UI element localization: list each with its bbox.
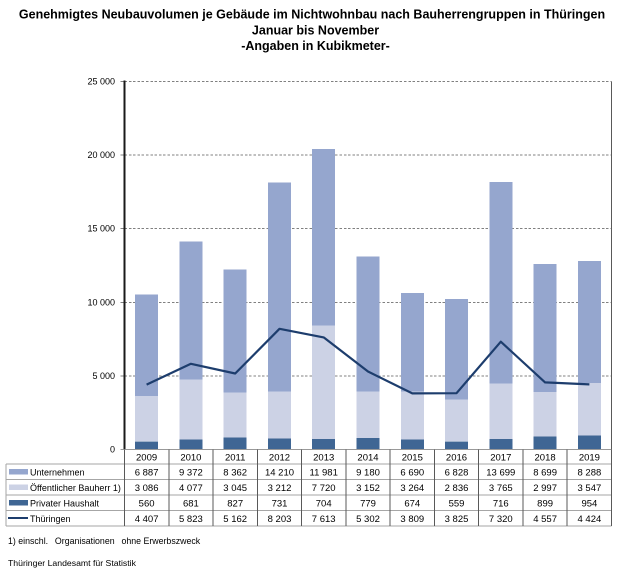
svg-text:2010: 2010 bbox=[180, 453, 201, 464]
svg-text:5 162: 5 162 bbox=[223, 514, 247, 525]
svg-text:2015: 2015 bbox=[402, 453, 423, 464]
svg-text:11 981: 11 981 bbox=[310, 468, 338, 479]
svg-text:Thüringer Landesamt für Statis: Thüringer Landesamt für Statistik bbox=[8, 558, 137, 568]
svg-text:716: 716 bbox=[493, 499, 509, 510]
svg-text:20 000: 20 000 bbox=[87, 150, 115, 160]
svg-text:779: 779 bbox=[360, 499, 376, 510]
svg-text:3 212: 3 212 bbox=[268, 483, 292, 494]
svg-text:8 203: 8 203 bbox=[268, 514, 292, 525]
svg-text:4 424: 4 424 bbox=[578, 514, 602, 525]
svg-text:Privater Haushalt: Privater Haushalt bbox=[30, 499, 100, 509]
svg-text:Öffentlicher Bauherr 1): Öffentlicher Bauherr 1) bbox=[30, 483, 121, 493]
svg-text:9 180: 9 180 bbox=[356, 468, 380, 479]
svg-text:8 699: 8 699 bbox=[533, 468, 557, 479]
svg-text:0: 0 bbox=[110, 445, 115, 455]
svg-text:3 045: 3 045 bbox=[223, 483, 247, 494]
svg-text:Januar bis November: Januar bis November bbox=[252, 23, 379, 37]
svg-text:2013: 2013 bbox=[313, 453, 334, 464]
svg-text:8 362: 8 362 bbox=[223, 468, 247, 479]
svg-text:2016: 2016 bbox=[446, 453, 467, 464]
svg-text:7 320: 7 320 bbox=[489, 514, 513, 525]
svg-text:7 720: 7 720 bbox=[312, 483, 336, 494]
svg-text:6 887: 6 887 bbox=[135, 468, 159, 479]
svg-text:6 690: 6 690 bbox=[400, 468, 424, 479]
svg-text:3 086: 3 086 bbox=[135, 483, 159, 494]
svg-text:Unternehmen: Unternehmen bbox=[30, 468, 85, 478]
svg-text:4 557: 4 557 bbox=[533, 514, 557, 525]
svg-text:7 613: 7 613 bbox=[312, 514, 336, 525]
svg-text:2018: 2018 bbox=[535, 453, 556, 464]
svg-text:954: 954 bbox=[581, 499, 597, 510]
svg-text:3 264: 3 264 bbox=[400, 483, 424, 494]
svg-text:559: 559 bbox=[449, 499, 465, 510]
svg-text:731: 731 bbox=[272, 499, 288, 510]
svg-text:3 809: 3 809 bbox=[400, 514, 424, 525]
svg-text:2019: 2019 bbox=[579, 453, 600, 464]
svg-text:15 000: 15 000 bbox=[87, 224, 115, 234]
svg-text:4 077: 4 077 bbox=[179, 483, 203, 494]
svg-text:560: 560 bbox=[139, 499, 155, 510]
svg-text:1) einschl. Organisationen o: 1) einschl. Organisationen ohne Erwerbsz… bbox=[8, 536, 201, 546]
svg-text:827: 827 bbox=[227, 499, 243, 510]
svg-text:5 302: 5 302 bbox=[356, 514, 380, 525]
svg-text:4 407: 4 407 bbox=[135, 514, 159, 525]
svg-text:899: 899 bbox=[537, 499, 553, 510]
svg-text:6 828: 6 828 bbox=[445, 468, 469, 479]
svg-text:5 000: 5 000 bbox=[92, 371, 115, 381]
svg-text:2011: 2011 bbox=[225, 453, 245, 464]
svg-text:Thüringen: Thüringen bbox=[30, 514, 71, 524]
svg-text:9 372: 9 372 bbox=[179, 468, 203, 479]
svg-text:681: 681 bbox=[183, 499, 199, 510]
svg-text:5 823: 5 823 bbox=[179, 514, 203, 525]
svg-text:10 000: 10 000 bbox=[87, 297, 115, 307]
svg-text:25 000: 25 000 bbox=[87, 77, 115, 87]
svg-text:8 288: 8 288 bbox=[578, 468, 602, 479]
svg-text:Genehmigtes Neubauvolumen je G: Genehmigtes Neubauvolumen je Gebäude im … bbox=[19, 8, 605, 22]
svg-text:2009: 2009 bbox=[136, 453, 157, 464]
svg-text:2017: 2017 bbox=[490, 453, 511, 464]
svg-text:3 825: 3 825 bbox=[445, 514, 469, 525]
svg-text:3 547: 3 547 bbox=[578, 483, 602, 494]
svg-text:704: 704 bbox=[316, 499, 332, 510]
svg-text:14 210: 14 210 bbox=[265, 468, 294, 479]
svg-text:-Angaben in Kubikmeter-: -Angaben in Kubikmeter- bbox=[241, 39, 390, 53]
svg-text:2 836: 2 836 bbox=[445, 483, 469, 494]
svg-text:3 152: 3 152 bbox=[356, 483, 380, 494]
svg-text:2014: 2014 bbox=[357, 453, 378, 464]
svg-text:2 997: 2 997 bbox=[533, 483, 557, 494]
svg-text:13 699: 13 699 bbox=[486, 468, 515, 479]
svg-text:2012: 2012 bbox=[269, 453, 290, 464]
svg-text:3 765: 3 765 bbox=[489, 483, 513, 494]
svg-text:674: 674 bbox=[404, 499, 420, 510]
